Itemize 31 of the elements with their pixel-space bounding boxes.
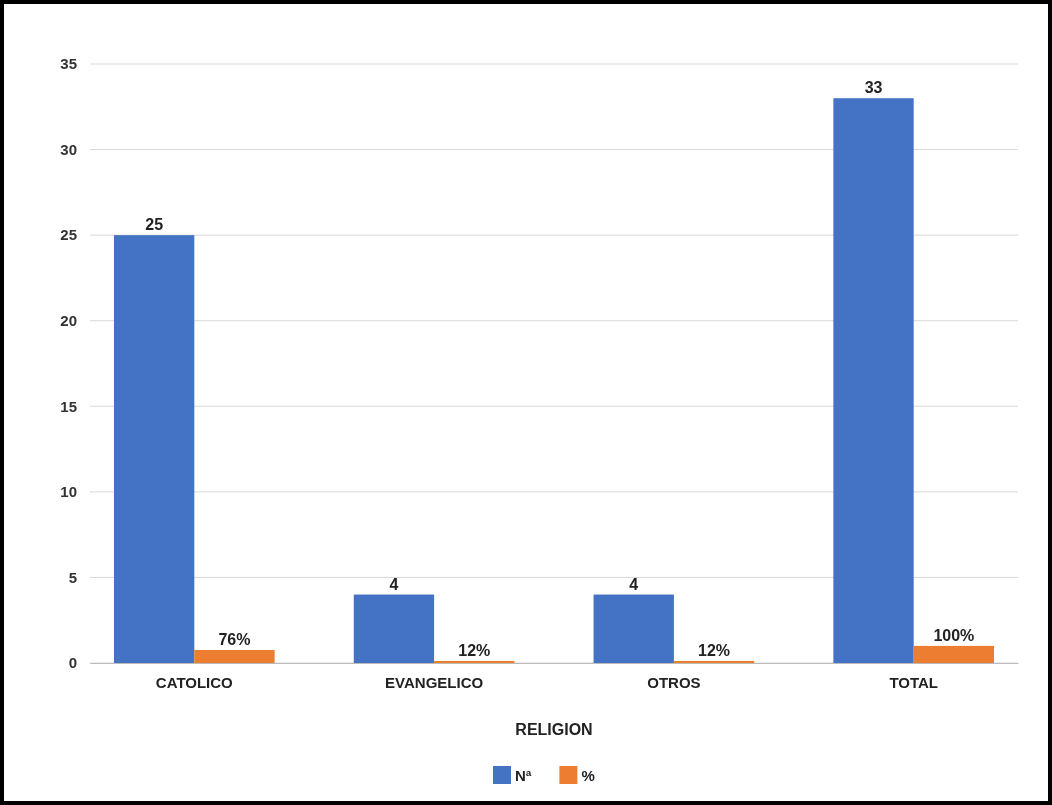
y-tick-label: 25 — [60, 226, 77, 244]
x-tick-label: TOTAL — [889, 673, 938, 691]
data-label: 12% — [698, 641, 731, 659]
legend-label: % — [581, 767, 595, 784]
bar — [833, 98, 914, 663]
legend-label: Nª — [515, 767, 532, 784]
data-label: 4 — [629, 575, 639, 593]
y-tick-label: 35 — [60, 55, 77, 73]
y-tick-label: 10 — [60, 483, 77, 501]
y-tick-label: 15 — [60, 397, 77, 415]
bar — [113, 235, 195, 663]
x-tick-label: CATOLICO — [155, 673, 234, 691]
data-label: 12% — [458, 641, 491, 659]
y-tick-label: 5 — [68, 568, 77, 586]
x-axis-title: RELIGION — [515, 721, 593, 738]
y-tick-label: 20 — [60, 312, 77, 330]
bar — [673, 660, 755, 663]
x-tick-label: EVANGELICO — [385, 673, 484, 691]
y-tick-label: 30 — [60, 140, 77, 158]
bar — [593, 594, 674, 663]
bar — [913, 645, 995, 663]
bar — [353, 594, 435, 663]
data-label: 33 — [864, 79, 883, 97]
data-label: 25 — [145, 216, 164, 234]
data-label: 100% — [933, 626, 975, 644]
y-tick-label: 0 — [68, 654, 77, 672]
bar — [434, 660, 515, 663]
data-label: 4 — [389, 575, 399, 593]
data-label: 76% — [218, 630, 251, 648]
x-tick-label: OTROS — [647, 673, 701, 691]
bar — [194, 649, 275, 663]
